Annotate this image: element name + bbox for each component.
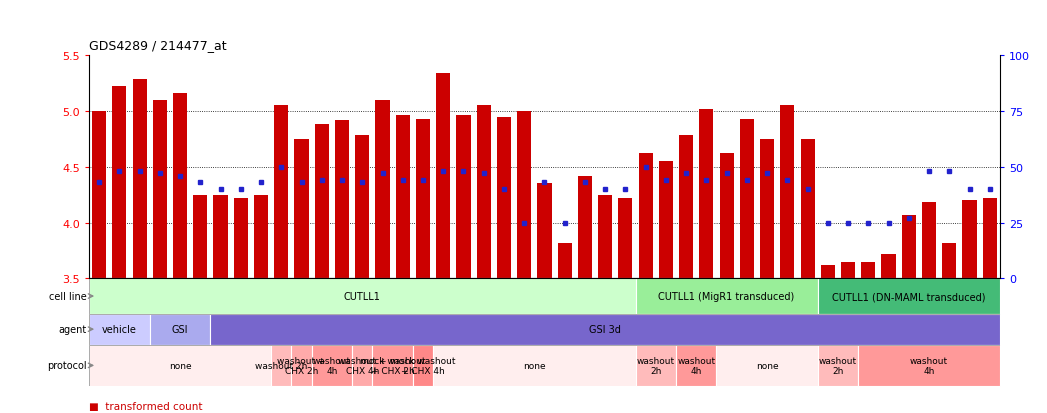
Bar	[882, 254, 895, 279]
Bar	[352, 345, 373, 386]
Bar	[537, 184, 552, 279]
Bar	[335, 121, 349, 279]
Bar	[416, 119, 430, 279]
Text: washout
4h: washout 4h	[677, 356, 715, 375]
Bar	[818, 345, 859, 386]
Bar	[780, 106, 795, 279]
Bar	[716, 345, 818, 386]
Text: washout +
CHX 2h: washout + CHX 2h	[277, 356, 326, 375]
Text: GDS4289 / 214477_at: GDS4289 / 214477_at	[89, 39, 226, 52]
Bar	[173, 94, 187, 279]
Bar	[112, 87, 127, 279]
Text: washout +
CHX 4h: washout + CHX 4h	[338, 356, 386, 375]
Bar	[437, 74, 450, 279]
Text: mock washout
+ CHX 4h: mock washout + CHX 4h	[391, 356, 455, 375]
Bar	[859, 345, 1000, 386]
Bar	[676, 345, 716, 386]
Bar	[413, 345, 433, 386]
Bar	[373, 345, 413, 386]
Bar	[841, 262, 855, 279]
Bar	[862, 262, 875, 279]
Bar	[153, 100, 166, 279]
Text: none: none	[524, 361, 545, 370]
Bar	[740, 119, 754, 279]
Bar	[271, 345, 291, 386]
Bar	[818, 279, 1000, 314]
Bar	[89, 314, 150, 345]
Bar	[760, 140, 774, 279]
Text: washout
4h: washout 4h	[910, 356, 949, 375]
Bar	[456, 116, 470, 279]
Bar	[922, 203, 936, 279]
Text: CUTLL1: CUTLL1	[343, 291, 381, 301]
Bar	[517, 112, 531, 279]
Bar	[254, 195, 268, 279]
Text: vehicle: vehicle	[102, 324, 137, 335]
Bar	[983, 199, 997, 279]
Bar	[476, 106, 491, 279]
Bar	[598, 195, 612, 279]
Bar	[619, 199, 632, 279]
Bar	[291, 345, 312, 386]
Bar	[133, 80, 147, 279]
Text: CUTLL1 (DN-MAML transduced): CUTLL1 (DN-MAML transduced)	[832, 291, 985, 301]
Bar	[376, 100, 389, 279]
Bar	[636, 279, 818, 314]
Bar	[214, 195, 227, 279]
Bar	[821, 266, 834, 279]
Bar	[150, 314, 210, 345]
Text: GSI 3d: GSI 3d	[589, 324, 621, 335]
Text: cell line: cell line	[49, 291, 87, 301]
Bar	[801, 140, 815, 279]
Bar	[639, 154, 652, 279]
Bar	[396, 116, 409, 279]
Bar	[92, 112, 106, 279]
Text: CUTLL1 (MigR1 transduced): CUTLL1 (MigR1 transduced)	[659, 291, 795, 301]
Bar	[719, 154, 734, 279]
Bar	[233, 199, 248, 279]
Bar	[680, 136, 693, 279]
Text: washout
4h: washout 4h	[313, 356, 351, 375]
Text: none: none	[169, 361, 192, 370]
Bar	[210, 314, 1000, 345]
Text: agent: agent	[59, 324, 87, 335]
Bar	[194, 195, 207, 279]
Bar	[274, 106, 288, 279]
Text: washout
2h: washout 2h	[819, 356, 857, 375]
Bar	[355, 136, 370, 279]
Bar	[294, 140, 309, 279]
Bar	[659, 161, 673, 279]
Text: washout
2h: washout 2h	[637, 356, 675, 375]
Bar	[312, 345, 352, 386]
Bar	[433, 345, 636, 386]
Bar	[497, 118, 511, 279]
Text: none: none	[756, 361, 778, 370]
Text: GSI: GSI	[172, 324, 188, 335]
Text: washout 2h: washout 2h	[255, 361, 308, 370]
Bar	[962, 201, 977, 279]
Bar	[89, 345, 271, 386]
Bar	[636, 345, 676, 386]
Text: ■  transformed count: ■ transformed count	[89, 401, 202, 411]
Bar	[89, 279, 636, 314]
Bar	[699, 109, 713, 279]
Bar	[942, 243, 956, 279]
Bar	[315, 125, 329, 279]
Bar	[558, 243, 572, 279]
Bar	[578, 176, 592, 279]
Text: protocol: protocol	[47, 361, 87, 370]
Text: mock washout
+ CHX 2h: mock washout + CHX 2h	[360, 356, 425, 375]
Bar	[901, 215, 916, 279]
